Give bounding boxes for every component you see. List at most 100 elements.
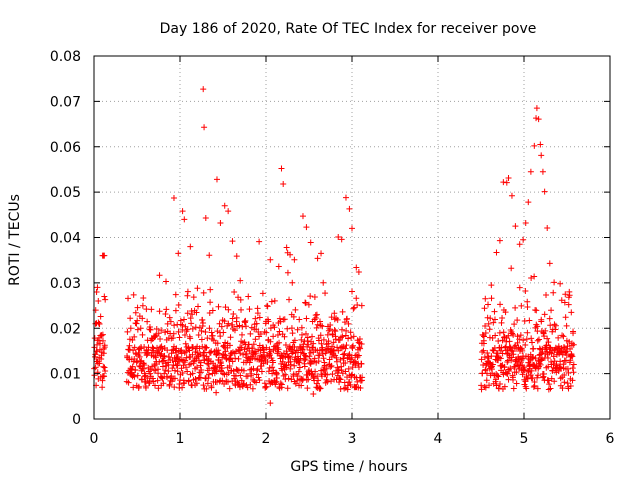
- data-point: [133, 320, 140, 327]
- data-point: [298, 336, 305, 343]
- data-point: [520, 337, 527, 344]
- data-point: [547, 322, 554, 329]
- data-point: [331, 310, 338, 317]
- data-point: [345, 320, 352, 327]
- data-point: [521, 318, 528, 325]
- data-point: [567, 382, 574, 389]
- data-point: [499, 337, 506, 344]
- data-point: [166, 354, 173, 361]
- data-point: [213, 379, 220, 386]
- data-point: [162, 310, 169, 317]
- data-point: [131, 344, 138, 351]
- data-point: [287, 251, 294, 258]
- data-point: [533, 115, 540, 122]
- data-point: [184, 288, 191, 295]
- data-point: [222, 339, 229, 346]
- data-point: [344, 382, 351, 389]
- data-point: [546, 315, 553, 322]
- data-point: [490, 347, 497, 354]
- data-point: [342, 345, 349, 352]
- data-point: [101, 344, 108, 351]
- data-point: [494, 372, 501, 379]
- data-point: [276, 339, 283, 346]
- data-point: [291, 362, 298, 369]
- data-point: [358, 341, 365, 348]
- data-point: [510, 351, 517, 358]
- data-point: [246, 306, 253, 313]
- data-point: [304, 334, 311, 341]
- data-point: [523, 385, 530, 392]
- data-point: [525, 199, 532, 206]
- data-point: [201, 124, 208, 131]
- data-point: [516, 336, 523, 343]
- data-point: [292, 380, 299, 387]
- data-point: [325, 338, 332, 345]
- y-tick-label: 0.04: [50, 231, 81, 247]
- data-point: [99, 384, 106, 391]
- data-point: [288, 376, 295, 383]
- data-point: [538, 357, 545, 364]
- data-point: [100, 363, 107, 370]
- data-point: [488, 364, 495, 371]
- data-point: [267, 338, 274, 345]
- data-point: [334, 316, 341, 323]
- data-point: [237, 344, 244, 351]
- data-point: [524, 329, 531, 336]
- data-point: [209, 332, 216, 339]
- data-point: [254, 310, 261, 317]
- data-point: [485, 301, 492, 308]
- data-point: [324, 378, 331, 385]
- data-point: [255, 374, 262, 381]
- data-point: [559, 385, 566, 392]
- data-point: [303, 224, 310, 231]
- data-point: [238, 344, 245, 351]
- data-point: [197, 359, 204, 366]
- data-point: [552, 322, 559, 329]
- data-point: [173, 362, 180, 369]
- data-point: [183, 348, 190, 355]
- data-point: [501, 364, 508, 371]
- data-point: [526, 317, 533, 324]
- y-tick-label: 0.06: [50, 140, 81, 156]
- data-point: [564, 380, 571, 387]
- data-point: [545, 377, 552, 384]
- data-point: [538, 350, 545, 357]
- data-point: [99, 331, 106, 338]
- data-point: [317, 318, 324, 325]
- data-point: [130, 384, 137, 391]
- data-point: [535, 116, 542, 123]
- data-point: [184, 326, 191, 333]
- data-point: [482, 384, 489, 391]
- data-point: [482, 330, 489, 337]
- data-point: [345, 365, 352, 372]
- data-point: [138, 345, 145, 352]
- data-point: [502, 309, 509, 316]
- data-point: [357, 385, 364, 392]
- data-point: [195, 303, 202, 310]
- data-point: [320, 367, 327, 374]
- data-point: [337, 376, 344, 383]
- data-point: [524, 375, 531, 382]
- data-point: [562, 291, 569, 298]
- data-point: [256, 238, 263, 245]
- data-point: [550, 289, 557, 296]
- data-point: [543, 291, 550, 298]
- data-point: [295, 368, 302, 375]
- data-point: [190, 344, 197, 351]
- data-point: [481, 383, 488, 390]
- data-point: [550, 353, 557, 360]
- data-point: [139, 331, 146, 338]
- y-tick-label: 0.07: [50, 94, 81, 110]
- data-point: [546, 260, 553, 267]
- data-point: [206, 325, 213, 332]
- data-point: [183, 364, 190, 371]
- data-point: [219, 377, 226, 384]
- data-point: [175, 250, 182, 257]
- data-point: [171, 375, 178, 382]
- data-point: [189, 311, 196, 318]
- data-point: [349, 288, 356, 295]
- data-point: [354, 378, 361, 385]
- data-point: [101, 252, 108, 259]
- data-point: [155, 385, 162, 392]
- data-point: [291, 256, 298, 263]
